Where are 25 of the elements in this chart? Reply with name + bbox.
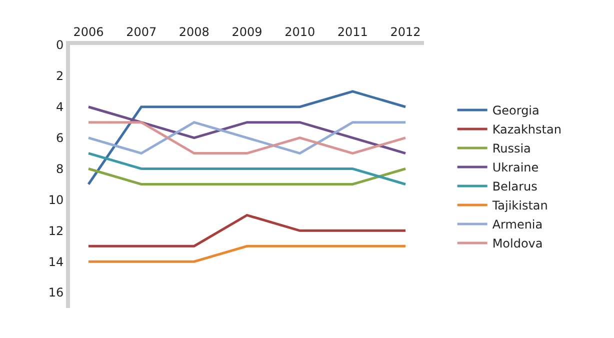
y-tick-label: 10 — [48, 192, 64, 207]
line-series — [87, 106, 407, 155]
x-tick-label: 2009 — [232, 25, 262, 40]
x-tick-label: 2008 — [178, 25, 210, 40]
y-tick-label: 0 — [56, 38, 64, 52]
legend-label: Russia — [492, 142, 531, 156]
legend-label: Kazakhstan — [492, 122, 562, 137]
legend-label: Moldova — [492, 236, 543, 251]
legend-label: Armenia — [492, 218, 543, 232]
legend-label: Belarus — [492, 180, 538, 194]
x-tick-label: 2011 — [337, 25, 368, 40]
legend-label: Georgia — [492, 104, 540, 118]
x-tick-label: 2012 — [390, 25, 421, 40]
y-tick-label: 8 — [56, 162, 64, 176]
x-tick-label: 2006 — [73, 25, 104, 40]
y-tick-label: 14 — [48, 254, 64, 269]
y-tick-label: 16 — [48, 286, 64, 300]
legend-label: Tajikistan — [491, 198, 548, 213]
x-tick-label: 2007 — [126, 25, 157, 40]
legend-label: Ukraine — [492, 160, 539, 175]
y-tick-label: 4 — [56, 100, 64, 114]
x-tick-label: 2010 — [284, 25, 316, 40]
y-tick-label: 12 — [48, 224, 64, 238]
y-tick-label: 6 — [56, 131, 64, 146]
y-tick-label: 2 — [56, 69, 64, 84]
